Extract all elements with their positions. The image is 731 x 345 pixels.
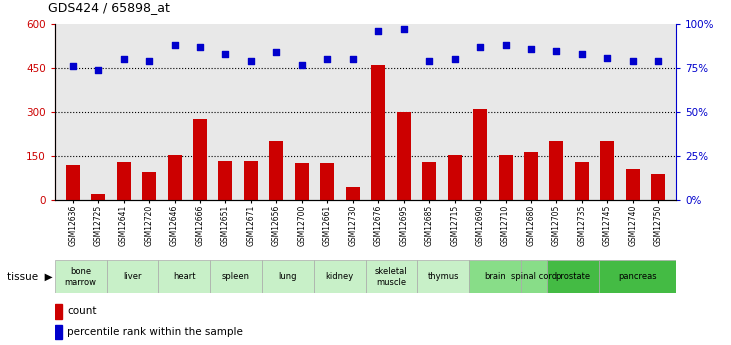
Bar bbox=[346, 187, 360, 200]
Bar bbox=[66, 165, 80, 200]
Bar bbox=[269, 141, 284, 200]
Point bbox=[118, 57, 129, 62]
Bar bbox=[473, 109, 487, 200]
Point bbox=[92, 67, 104, 73]
Point bbox=[449, 57, 461, 62]
Bar bbox=[366, 260, 417, 293]
Bar bbox=[575, 162, 589, 200]
Text: percentile rank within the sample: percentile rank within the sample bbox=[67, 327, 243, 337]
Text: bone
marrow: bone marrow bbox=[65, 267, 96, 287]
Bar bbox=[547, 260, 599, 293]
Bar bbox=[521, 260, 547, 293]
Bar bbox=[320, 164, 334, 200]
Point bbox=[550, 48, 562, 53]
Bar bbox=[599, 260, 676, 293]
Bar bbox=[314, 260, 366, 293]
Bar bbox=[244, 160, 258, 200]
Bar bbox=[600, 141, 615, 200]
Bar bbox=[371, 65, 385, 200]
Bar bbox=[91, 194, 105, 200]
Text: spinal cord: spinal cord bbox=[511, 272, 557, 282]
Bar bbox=[262, 260, 314, 293]
Bar bbox=[211, 260, 262, 293]
Bar bbox=[55, 260, 107, 293]
Bar bbox=[142, 172, 156, 200]
Point bbox=[372, 28, 384, 34]
Point bbox=[194, 44, 206, 50]
Bar bbox=[626, 169, 640, 200]
Point bbox=[296, 62, 308, 67]
Bar bbox=[219, 160, 232, 200]
Bar bbox=[116, 162, 131, 200]
Bar bbox=[159, 260, 211, 293]
Text: brain: brain bbox=[484, 272, 506, 282]
Bar bbox=[651, 174, 665, 200]
Bar bbox=[167, 155, 181, 200]
Point bbox=[398, 27, 409, 32]
Bar bbox=[447, 155, 462, 200]
Text: tissue  ▶: tissue ▶ bbox=[7, 272, 53, 282]
Text: spleen: spleen bbox=[222, 272, 250, 282]
Point bbox=[627, 58, 639, 64]
Bar bbox=[499, 155, 512, 200]
Text: GDS424 / 65898_at: GDS424 / 65898_at bbox=[48, 1, 170, 14]
Point bbox=[576, 51, 588, 57]
Point bbox=[67, 63, 78, 69]
Text: kidney: kidney bbox=[325, 272, 354, 282]
Bar bbox=[524, 152, 538, 200]
Text: lung: lung bbox=[279, 272, 297, 282]
Point bbox=[270, 50, 282, 55]
Bar bbox=[550, 141, 564, 200]
Bar bbox=[107, 260, 159, 293]
Text: thymus: thymus bbox=[428, 272, 459, 282]
Point bbox=[245, 58, 257, 64]
Point bbox=[525, 46, 537, 51]
Text: liver: liver bbox=[124, 272, 142, 282]
Bar bbox=[417, 260, 469, 293]
Point bbox=[474, 44, 486, 50]
Point bbox=[322, 57, 333, 62]
Bar bbox=[55, 304, 62, 319]
Point bbox=[500, 42, 512, 48]
Bar bbox=[469, 260, 520, 293]
Text: skeletal
muscle: skeletal muscle bbox=[375, 267, 408, 287]
Point bbox=[219, 51, 231, 57]
Point bbox=[169, 42, 181, 48]
Bar bbox=[397, 112, 411, 200]
Text: heart: heart bbox=[173, 272, 195, 282]
Bar bbox=[55, 325, 62, 339]
Bar bbox=[295, 164, 308, 200]
Text: pancreas: pancreas bbox=[618, 272, 656, 282]
Point bbox=[143, 58, 155, 64]
Point bbox=[423, 58, 435, 64]
Point bbox=[602, 55, 613, 60]
Bar bbox=[193, 119, 207, 200]
Text: count: count bbox=[67, 306, 96, 316]
Point bbox=[347, 57, 359, 62]
Point bbox=[653, 58, 664, 64]
Text: prostate: prostate bbox=[555, 272, 590, 282]
Bar bbox=[423, 162, 436, 200]
